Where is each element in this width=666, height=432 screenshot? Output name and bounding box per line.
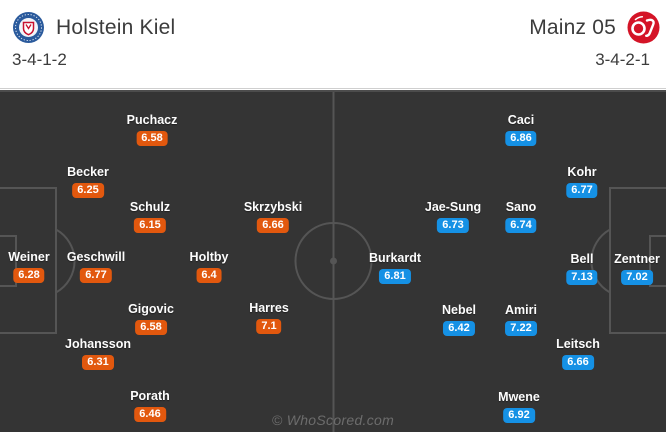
player-rating-badge: 6.15: [134, 218, 166, 233]
home-team-name[interactable]: Holstein Kiel: [56, 15, 176, 39]
player-rating-badge: 6.92: [503, 408, 535, 423]
player-name: Holtby: [189, 250, 229, 264]
player-name: Schulz: [129, 200, 171, 214]
player-rating-badge: 6.77: [80, 268, 112, 283]
player-becker[interactable]: Becker 6.25: [67, 166, 109, 198]
away-formation: 3-4-2-1: [595, 50, 650, 69]
player-rating-badge: 6.46: [134, 407, 166, 422]
header: Holstein Kiel 3-4-1-2 Mainz 05 3-4-2-1: [0, 0, 666, 89]
player-name: Amiri: [505, 303, 537, 317]
player-name: Sano: [505, 200, 537, 214]
player-sano[interactable]: Sano 6.74: [505, 200, 537, 233]
player-gigovic[interactable]: Gigovic 6.58: [128, 303, 174, 335]
player-name: Geschwill: [66, 250, 126, 264]
player-johansson[interactable]: Johansson 6.31: [65, 338, 131, 370]
player-name: Bell: [570, 252, 594, 266]
player-rating-badge: 6.28: [13, 268, 45, 283]
player-rating-badge: 6.58: [136, 131, 168, 146]
player-name: Becker: [67, 165, 109, 179]
player-name: Johansson: [65, 337, 131, 351]
player-rating-badge: 7.13: [566, 270, 598, 285]
away-team-name[interactable]: Mainz 05: [529, 15, 616, 39]
player-name: Nebel: [441, 303, 477, 317]
player-name: Porath: [130, 389, 170, 403]
player-name: Harres: [249, 301, 289, 315]
player-name: Skrzybski: [243, 200, 303, 214]
player-name: Weiner: [8, 250, 50, 264]
player-name: Puchacz: [126, 113, 178, 127]
player-mwene[interactable]: Mwene 6.92: [498, 391, 540, 423]
player-rating-badge: 6.86: [505, 131, 537, 146]
player-kohr[interactable]: Kohr 6.77: [566, 165, 598, 198]
player-rating-badge: 6.25: [72, 183, 104, 198]
player-rating-badge: 6.58: [135, 320, 167, 335]
player-name: Kohr: [567, 165, 597, 179]
player-burkardt[interactable]: Burkardt 6.81: [369, 252, 421, 284]
player-skrzybski[interactable]: Skrzybski 6.66: [244, 201, 302, 233]
player-amiri[interactable]: Amiri 7.22: [505, 304, 537, 336]
pitch-markings: [0, 92, 666, 432]
home-formation: 3-4-1-2: [12, 50, 67, 69]
player-rating-badge: 6.81: [379, 269, 411, 284]
player-name: Caci: [507, 113, 535, 127]
player-rating-badge: 6.31: [82, 355, 114, 370]
player-geschwill[interactable]: Geschwill 6.77: [67, 251, 125, 283]
player-rating-badge: 7.02: [621, 270, 653, 285]
mainz-05-crest-icon: [627, 11, 660, 44]
player-rating-badge: 6.77: [566, 183, 598, 198]
player-leitsch[interactable]: Leitsch 6.66: [556, 338, 600, 370]
pitch: © WhoScored.com Weiner 6.28 Becker 6.25 …: [0, 90, 666, 432]
player-rating-badge: 6.73: [437, 218, 469, 233]
player-name: Leitsch: [556, 337, 600, 351]
player-caci[interactable]: Caci 6.86: [505, 113, 537, 146]
player-name: Jae-Sung: [424, 200, 482, 214]
player-rating-badge: 6.66: [257, 218, 289, 233]
player-rating-badge: 6.74: [505, 218, 537, 233]
player-rating-badge: 6.4: [196, 268, 222, 283]
player-zentner[interactable]: Zentner 7.02: [614, 253, 660, 285]
player-rating-badge: 6.66: [562, 355, 594, 370]
player-rating-badge: 7.22: [505, 321, 537, 336]
player-name: Zentner: [614, 252, 660, 266]
player-jae-sung[interactable]: Jae-Sung 6.73: [425, 201, 481, 233]
player-holtby[interactable]: Holtby 6.4: [189, 250, 229, 283]
player-rating-badge: 7.1: [256, 319, 282, 334]
player-name: Gigovic: [128, 302, 174, 316]
player-harres[interactable]: Harres 7.1: [249, 302, 289, 334]
player-name: Mwene: [498, 390, 540, 404]
player-name: Burkardt: [368, 251, 422, 265]
player-bell[interactable]: Bell 7.13: [566, 252, 598, 285]
holstein-kiel-crest-icon: [12, 11, 45, 44]
home-team-header: Holstein Kiel 3-4-1-2: [0, 0, 175, 88]
player-rating-badge: 6.42: [443, 321, 475, 336]
player-puchacz[interactable]: Puchacz 6.58: [126, 113, 178, 146]
player-schulz[interactable]: Schulz 6.15: [130, 201, 170, 233]
player-porath[interactable]: Porath 6.46: [130, 390, 170, 422]
player-weiner[interactable]: Weiner 6.28: [8, 250, 50, 283]
away-team-header: Mainz 05 3-4-2-1: [529, 0, 666, 88]
whoscored-watermark: © WhoScored.com: [271, 412, 395, 428]
player-nebel[interactable]: Nebel 6.42: [442, 304, 476, 336]
